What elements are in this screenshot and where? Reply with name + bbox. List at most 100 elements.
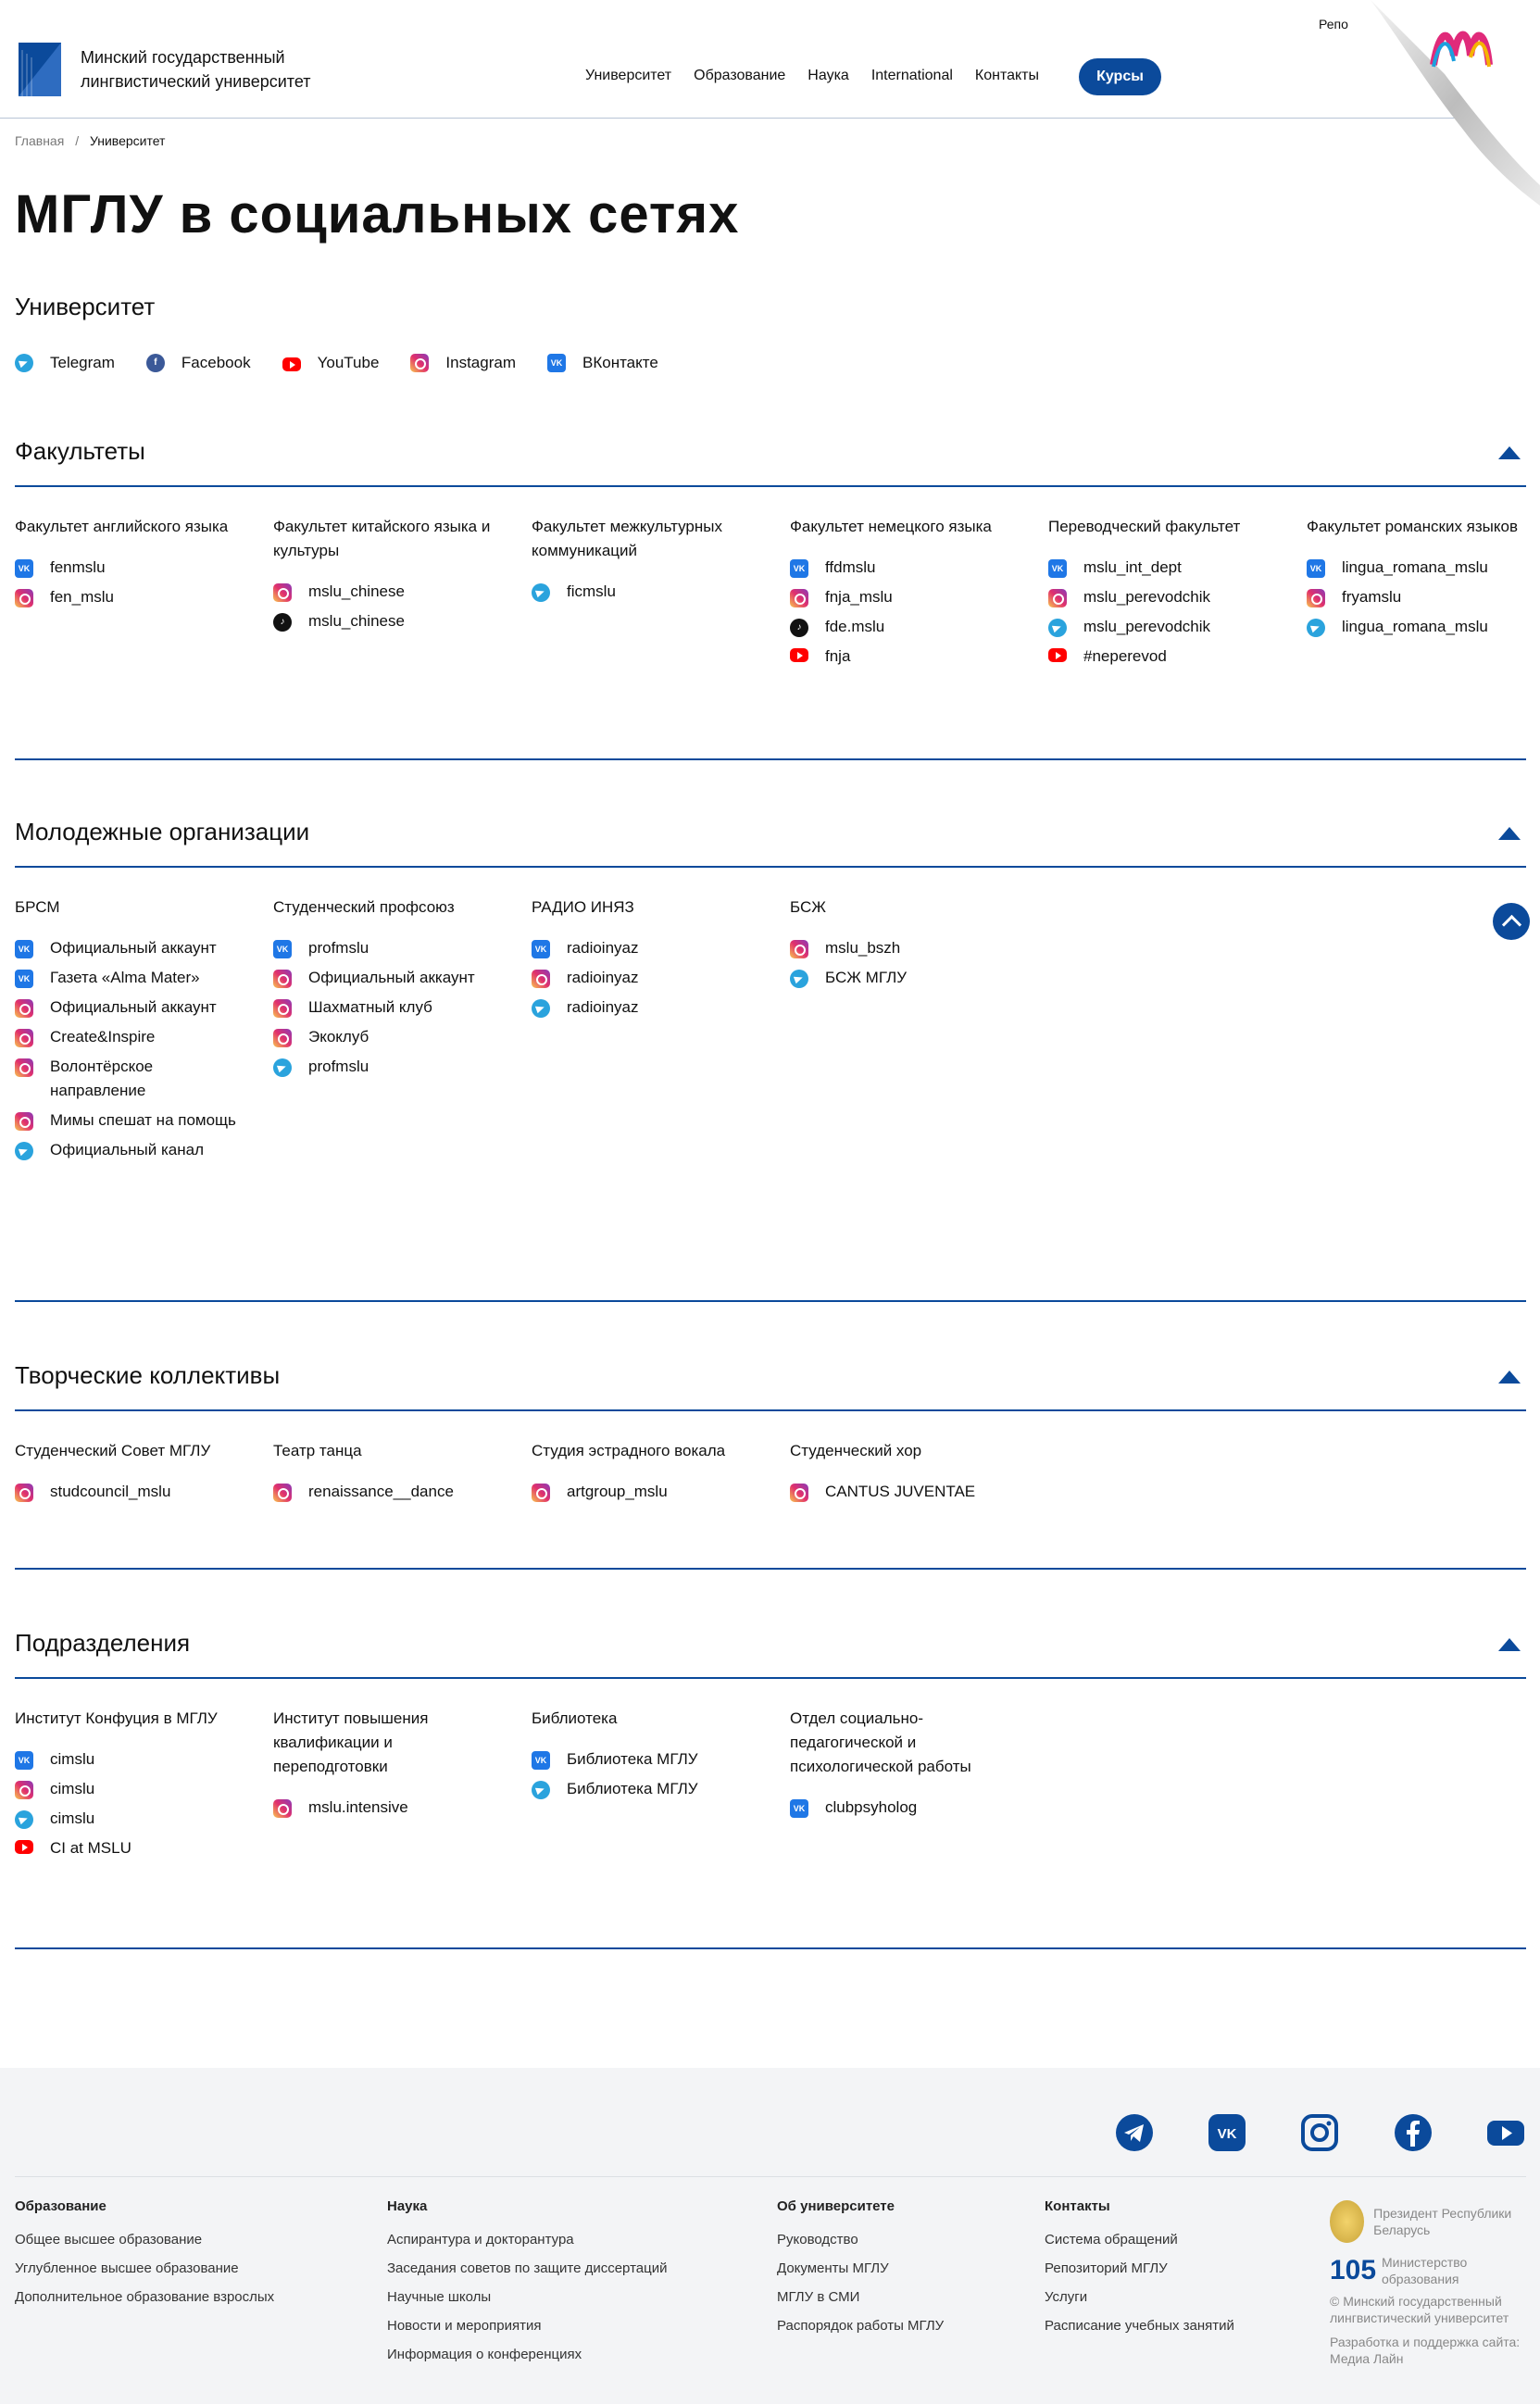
social-link[interactable]: fnja: [790, 645, 1021, 669]
collapse-arrow-icon[interactable]: [1498, 1638, 1521, 1651]
social-link[interactable]: VK Официальный аккаунт: [15, 936, 246, 960]
social-link[interactable]: VK clubpsyholog: [790, 1796, 1021, 1820]
social-link[interactable]: VK Газета «Alma Mater»: [15, 966, 246, 990]
social-link[interactable]: mslu_perevodchik: [1048, 615, 1280, 639]
social-link[interactable]: VK Библиотека МГЛУ: [532, 1747, 763, 1772]
social-link[interactable]: Официальный аккаунт: [15, 995, 246, 1020]
nav-contacts[interactable]: Контакты: [974, 68, 1039, 83]
social-link[interactable]: Библиотека МГЛУ: [532, 1777, 763, 1801]
section-title[interactable]: Творческие коллективы: [15, 1361, 281, 1389]
social-link[interactable]: Волонтёрское направление: [15, 1055, 246, 1103]
footer-link[interactable]: Дополнительное образование взрослых: [15, 2289, 275, 2305]
footer-link[interactable]: Руководство: [777, 2232, 858, 2247]
repository-link[interactable]: Репо: [1319, 17, 1348, 31]
social-link[interactable]: profmslu: [273, 1055, 505, 1079]
social-link[interactable]: mslu.intensive: [273, 1796, 505, 1820]
footer-link[interactable]: Новости и мероприятия: [387, 2318, 542, 2334]
social-link[interactable]: VK radioinyaz: [532, 936, 763, 960]
social-link[interactable]: VK profmslu: [273, 936, 505, 960]
footer-link[interactable]: Расписание учебных занятий: [1045, 2318, 1234, 2334]
nav-education[interactable]: Образование: [694, 68, 786, 83]
social-link[interactable]: VK fenmslu: [15, 556, 246, 580]
footer-column-title[interactable]: Образование: [15, 2198, 106, 2214]
ministry-link[interactable]: Министерство образования: [1382, 2255, 1468, 2286]
university-link-2[interactable]: YouTube: [282, 354, 379, 372]
university-name[interactable]: Минский государственный лингвистический …: [81, 48, 311, 91]
social-link[interactable]: mslu_chinese: [273, 580, 505, 604]
social-link[interactable]: Официальный аккаунт: [273, 966, 505, 990]
footer-instagram-icon[interactable]: [1300, 2113, 1339, 2152]
social-link[interactable]: ficmslu: [532, 580, 763, 604]
social-link[interactable]: Экоклуб: [273, 1025, 505, 1049]
social-link[interactable]: radioinyaz: [532, 966, 763, 990]
footer-link[interactable]: Аспирантура и докторантура: [387, 2232, 574, 2247]
footer-column-title[interactable]: Контакты: [1045, 2198, 1110, 2214]
nav-international[interactable]: International: [870, 68, 953, 83]
belarus-emblem-icon[interactable]: [1330, 2200, 1365, 2243]
footer-column-title[interactable]: Об университете: [777, 2198, 895, 2214]
footer-link[interactable]: Репозиторий МГЛУ: [1045, 2260, 1168, 2276]
social-link[interactable]: mslu_bszh: [790, 936, 1021, 960]
scroll-to-top-button[interactable]: [1493, 903, 1530, 940]
social-link[interactable]: studcouncil_mslu: [15, 1480, 246, 1504]
social-link[interactable]: lingua_romana_mslu: [1307, 615, 1538, 639]
footer-link[interactable]: Информация о конференциях: [387, 2347, 582, 2362]
social-link[interactable]: artgroup_mslu: [532, 1480, 763, 1504]
university-link-1[interactable]: f Facebook: [145, 354, 251, 372]
social-link[interactable]: ♪ mslu_chinese: [273, 609, 505, 633]
social-link[interactable]: ♪ fde.mslu: [790, 615, 1021, 639]
social-link[interactable]: fen_mslu: [15, 585, 246, 609]
university-link-4[interactable]: VK ВКонтакте: [547, 354, 658, 372]
footer-youtube-icon[interactable]: [1486, 2113, 1525, 2152]
section-title[interactable]: Факультеты: [15, 437, 145, 465]
nav-university[interactable]: Университет: [585, 68, 672, 83]
social-link[interactable]: fnja_mslu: [790, 585, 1021, 609]
page-peel-ad-icon[interactable]: [1361, 0, 1540, 206]
section-title[interactable]: Подразделения: [15, 1629, 191, 1657]
footer-link[interactable]: Общее высшее образование: [15, 2232, 203, 2247]
footer-link[interactable]: Распорядок работы МГЛУ: [777, 2318, 945, 2334]
collapse-arrow-icon[interactable]: [1498, 1371, 1521, 1384]
section-title[interactable]: Молодежные организации: [15, 818, 310, 845]
footer-facebook-icon[interactable]: [1394, 2113, 1433, 2152]
social-link[interactable]: mslu_perevodchik: [1048, 585, 1280, 609]
social-link[interactable]: Шахматный клуб: [273, 995, 505, 1020]
footer-column-title[interactable]: Наука: [387, 2198, 428, 2214]
breadcrumb-home[interactable]: Главная: [15, 133, 65, 148]
social-link[interactable]: Create&Inspire: [15, 1025, 246, 1049]
footer-link[interactable]: Углубленное высшее образование: [15, 2260, 239, 2276]
university-link-0[interactable]: Telegram: [15, 354, 115, 372]
social-link[interactable]: radioinyaz: [532, 995, 763, 1020]
developer-credit[interactable]: Разработка и поддержка сайта: Медиа Лайн: [1330, 2335, 1521, 2366]
social-link[interactable]: Мимы спешат на помощь: [15, 1108, 246, 1133]
president-link[interactable]: Президент Республики Беларусь: [1373, 2206, 1512, 2237]
social-link[interactable]: CI at MSLU: [15, 1836, 246, 1860]
footer-link[interactable]: МГЛУ в СМИ: [777, 2289, 860, 2305]
collapse-arrow-icon[interactable]: [1498, 827, 1521, 840]
footer-telegram-icon[interactable]: [1115, 2113, 1154, 2152]
social-link[interactable]: renaissance__dance: [273, 1480, 505, 1504]
footer-link[interactable]: Заседания советов по защите диссертаций: [387, 2260, 668, 2276]
social-link[interactable]: VK cimslu: [15, 1747, 246, 1772]
social-link[interactable]: CANTUS JUVENTAE: [790, 1480, 1021, 1504]
social-link[interactable]: Официальный канал: [15, 1138, 246, 1162]
ministry-logo-icon[interactable]: 105: [1330, 2255, 1377, 2285]
social-link[interactable]: cimslu: [15, 1807, 246, 1831]
social-link[interactable]: VK lingua_romana_mslu: [1307, 556, 1538, 580]
footer-link[interactable]: Система обращений: [1045, 2232, 1178, 2247]
social-link[interactable]: VK mslu_int_dept: [1048, 556, 1280, 580]
footer-link[interactable]: Документы МГЛУ: [777, 2260, 889, 2276]
university-logo-icon[interactable]: [19, 43, 61, 96]
nav-science[interactable]: Наука: [808, 68, 849, 83]
footer-link[interactable]: Услуги: [1045, 2289, 1088, 2305]
social-link[interactable]: БСЖ МГЛУ: [790, 966, 1021, 990]
courses-button[interactable]: Курсы: [1079, 58, 1161, 95]
footer-vk-icon[interactable]: VK: [1208, 2113, 1246, 2152]
social-link[interactable]: fryamslu: [1307, 585, 1538, 609]
collapse-arrow-icon[interactable]: [1498, 446, 1521, 459]
footer-link[interactable]: Научные школы: [387, 2289, 492, 2305]
social-link[interactable]: VK ffdmslu: [790, 556, 1021, 580]
social-link[interactable]: cimslu: [15, 1777, 246, 1801]
university-link-3[interactable]: Instagram: [410, 354, 516, 372]
social-link[interactable]: #neperevod: [1048, 645, 1280, 669]
